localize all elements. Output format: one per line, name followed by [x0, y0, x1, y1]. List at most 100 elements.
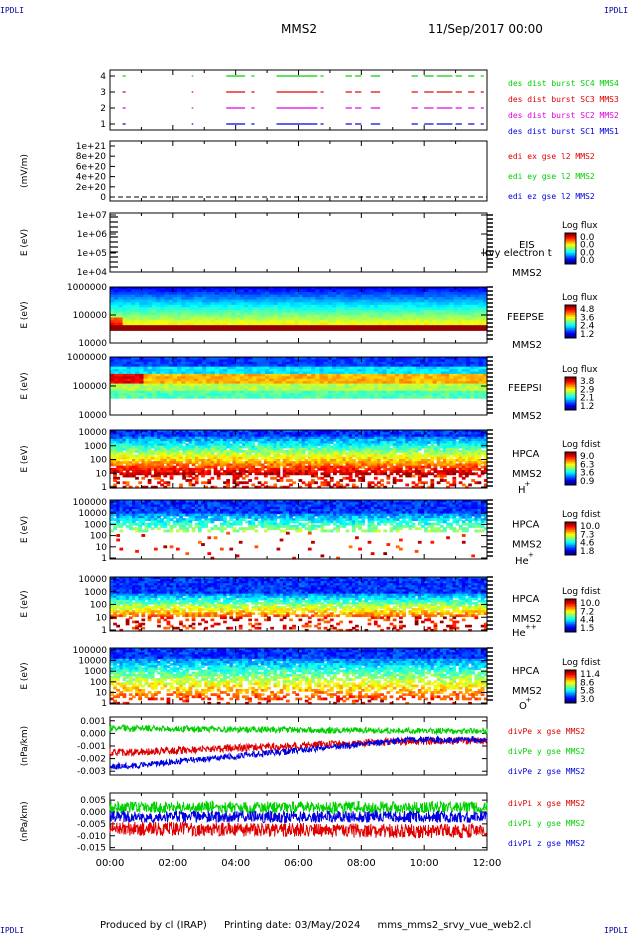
- spectrogram-cell: [211, 396, 216, 399]
- spectrogram-cell: [118, 396, 123, 399]
- spectrogram-cell: [244, 328, 249, 331]
- spectrogram-cell: [244, 396, 249, 399]
- spectrogram-cell: [407, 328, 412, 331]
- spectrogram-cell: [299, 328, 304, 331]
- spectrogram-cell: [340, 328, 345, 331]
- spectrogram-cell: [349, 396, 354, 399]
- edi-panel-frame: [110, 141, 487, 201]
- y-tick-label: 4e+20: [76, 173, 107, 183]
- spectrogram-cell: [328, 328, 333, 331]
- spectrogram-cell: [219, 396, 224, 399]
- spectrogram-cell: [353, 396, 358, 399]
- feeps-i-instrument-label: FEEPSI: [508, 383, 542, 394]
- spectrogram-cell: [265, 396, 270, 399]
- burst-legend-entry: des dist burst SC2 MMS2: [508, 111, 619, 120]
- spectrogram-cell: [462, 328, 467, 331]
- spectrogram-cell: [273, 396, 278, 399]
- spectrogram-cell: [135, 328, 140, 331]
- spectrogram-cell: [366, 396, 371, 399]
- spectrogram-cell: [252, 328, 257, 331]
- spectrogram-cell: [449, 328, 454, 331]
- eis-y-tick-label: 1e+04: [77, 268, 108, 278]
- spectrogram-cell: [139, 396, 144, 399]
- spectrogram-cell: [303, 396, 308, 399]
- spectrogram-cell: [391, 328, 396, 331]
- spectrogram-cell: [148, 396, 153, 399]
- spectrogram-cell: [278, 396, 283, 399]
- burst-legend-entry: des dist burst SC3 MMS3: [508, 95, 619, 104]
- eis-spacecraft-label: MMS2: [512, 268, 542, 279]
- colorbar-title: Log flux: [562, 293, 598, 303]
- spectrogram-cell: [299, 396, 304, 399]
- spectrogram-cell: [278, 328, 283, 331]
- spectrogram-cell: [164, 396, 169, 399]
- y-tick-label: 2: [100, 104, 106, 114]
- spectrogram-cell: [378, 328, 383, 331]
- spectrogram-cell: [474, 396, 479, 399]
- spectrogram-cell: [286, 396, 291, 399]
- spectrogram-cell: [424, 328, 429, 331]
- spectrogram-cell: [236, 396, 241, 399]
- feeps-i-y-tick-label: 1000000: [67, 353, 107, 363]
- spectrogram-cell: [412, 328, 417, 331]
- spectrogram-cell: [194, 328, 199, 331]
- spectrogram-cell: [257, 396, 262, 399]
- spectrogram-cell: [399, 328, 404, 331]
- spectrogram-cell: [378, 396, 383, 399]
- spectrogram-cell: [474, 328, 479, 331]
- spectrogram-cell: [449, 396, 454, 399]
- spectrogram-cell: [173, 328, 178, 331]
- y-tick-label: 4: [100, 72, 106, 82]
- spectrogram-cell: [391, 396, 396, 399]
- edi-legend-entry: edi ex gse l2 MMS2: [508, 152, 595, 161]
- spectrogram-cell: [248, 328, 253, 331]
- spectrogram-cell: [315, 396, 320, 399]
- spectrogram-cell: [374, 328, 379, 331]
- spectrogram-cell: [319, 396, 324, 399]
- spectrogram-cell: [382, 396, 387, 399]
- edi-ylabel: (mV/m): [20, 154, 30, 188]
- spectrogram-cell: [190, 396, 195, 399]
- edi-legend-entry: edi ey gse l2 MMS2: [508, 172, 595, 181]
- feeps-e-instrument-label: FEEPSE: [507, 312, 544, 323]
- spectrogram-cell: [466, 396, 471, 399]
- spectrogram-cell: [236, 328, 241, 331]
- spectrogram-cell: [269, 396, 274, 399]
- spectrogram-cell: [361, 328, 366, 331]
- spectrogram-cell: [290, 396, 295, 399]
- spectrogram-cell: [416, 396, 421, 399]
- spectrogram-cell: [328, 396, 333, 399]
- spectrogram-cell: [286, 328, 291, 331]
- spectrogram-cell: [294, 328, 299, 331]
- spectrogram-cell: [428, 396, 433, 399]
- spectrogram-cell: [198, 396, 203, 399]
- spectrogram-cell: [169, 396, 174, 399]
- eis-y-tick-label: 1e+06: [77, 230, 108, 240]
- spectrogram-cell: [382, 328, 387, 331]
- spectrogram-cell: [470, 396, 475, 399]
- spectrogram-cell: [282, 328, 287, 331]
- spectrogram-cell: [307, 328, 312, 331]
- spectrogram-cell: [428, 328, 433, 331]
- spectrogram-cell: [123, 396, 128, 399]
- spectrogram-cell: [399, 396, 404, 399]
- spectrogram-cell: [424, 396, 429, 399]
- spectrogram-cell: [311, 396, 316, 399]
- spectrogram-cell: [445, 328, 450, 331]
- spectrogram-cell: [462, 396, 467, 399]
- spectrogram-cell: [135, 396, 140, 399]
- spectrogram-cell: [311, 328, 316, 331]
- spectrogram-cell: [349, 328, 354, 331]
- spectrogram-cell: [303, 328, 308, 331]
- spectrogram-cell: [403, 396, 408, 399]
- burst-legend-entry: des dist burst SC4 MMS4: [508, 79, 619, 88]
- spectrogram-cell: [190, 328, 195, 331]
- spectrogram-cell: [194, 396, 199, 399]
- spectrogram-cell: [164, 328, 169, 331]
- spectrogram-cell: [261, 396, 266, 399]
- spectrogram-cell: [458, 396, 463, 399]
